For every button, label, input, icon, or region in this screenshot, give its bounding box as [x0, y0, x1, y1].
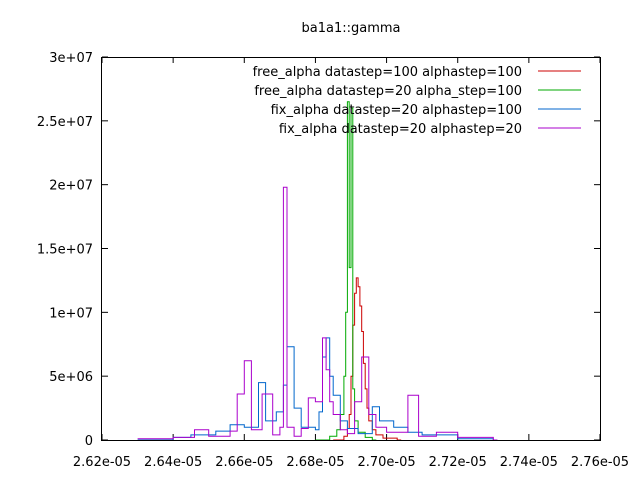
chart-title: ba1a1::gamma	[302, 21, 401, 36]
y-tick-label: 0	[85, 434, 93, 449]
x-tick-label: 2.64e-05	[144, 455, 202, 470]
x-tick-label: 2.72e-05	[429, 455, 487, 470]
series-line-1	[333, 277, 402, 441]
axis-ticks: 2.62e-05 2.64e-05 2.66e-05 2.68e-05 2.70e-05…	[37, 51, 629, 470]
legend-label-2: free_alpha datastep=20 alpha_step=100	[254, 84, 522, 99]
x-tick-label: 2.76e-05	[571, 455, 629, 470]
plot-series	[137, 101, 498, 441]
x-tick-label: 2.62e-05	[73, 455, 131, 470]
x-tick-label: 2.68e-05	[286, 455, 344, 470]
y-tick-label: 3e+07	[49, 51, 93, 66]
y-tick-label: 2.5e+07	[37, 115, 93, 130]
x-tick-label: 2.74e-05	[500, 455, 558, 470]
legend-label-4: fix_alpha datastep=20 alphastep=20	[279, 122, 522, 137]
plot-frame	[101, 57, 601, 441]
y-tick-label: 2e+07	[49, 179, 93, 194]
series-line-3	[137, 337, 498, 441]
y-tick-label: 5e+06	[49, 370, 93, 385]
y-tick-label: 1.5e+07	[37, 243, 93, 258]
legend: free_alpha datastep=100 alphastep=100 fre…	[253, 65, 581, 137]
x-tick-label: 2.70e-05	[357, 455, 415, 470]
y-tick-label: 1e+07	[49, 306, 93, 321]
series-line-4	[137, 186, 498, 441]
x-tick-label: 2.66e-05	[215, 455, 273, 470]
legend-label-3: fix_alpha datastep=20 alphastep=100	[271, 103, 522, 118]
legend-label-1: free_alpha datastep=100 alphastep=100	[253, 65, 522, 80]
series-line-2	[315, 101, 377, 441]
